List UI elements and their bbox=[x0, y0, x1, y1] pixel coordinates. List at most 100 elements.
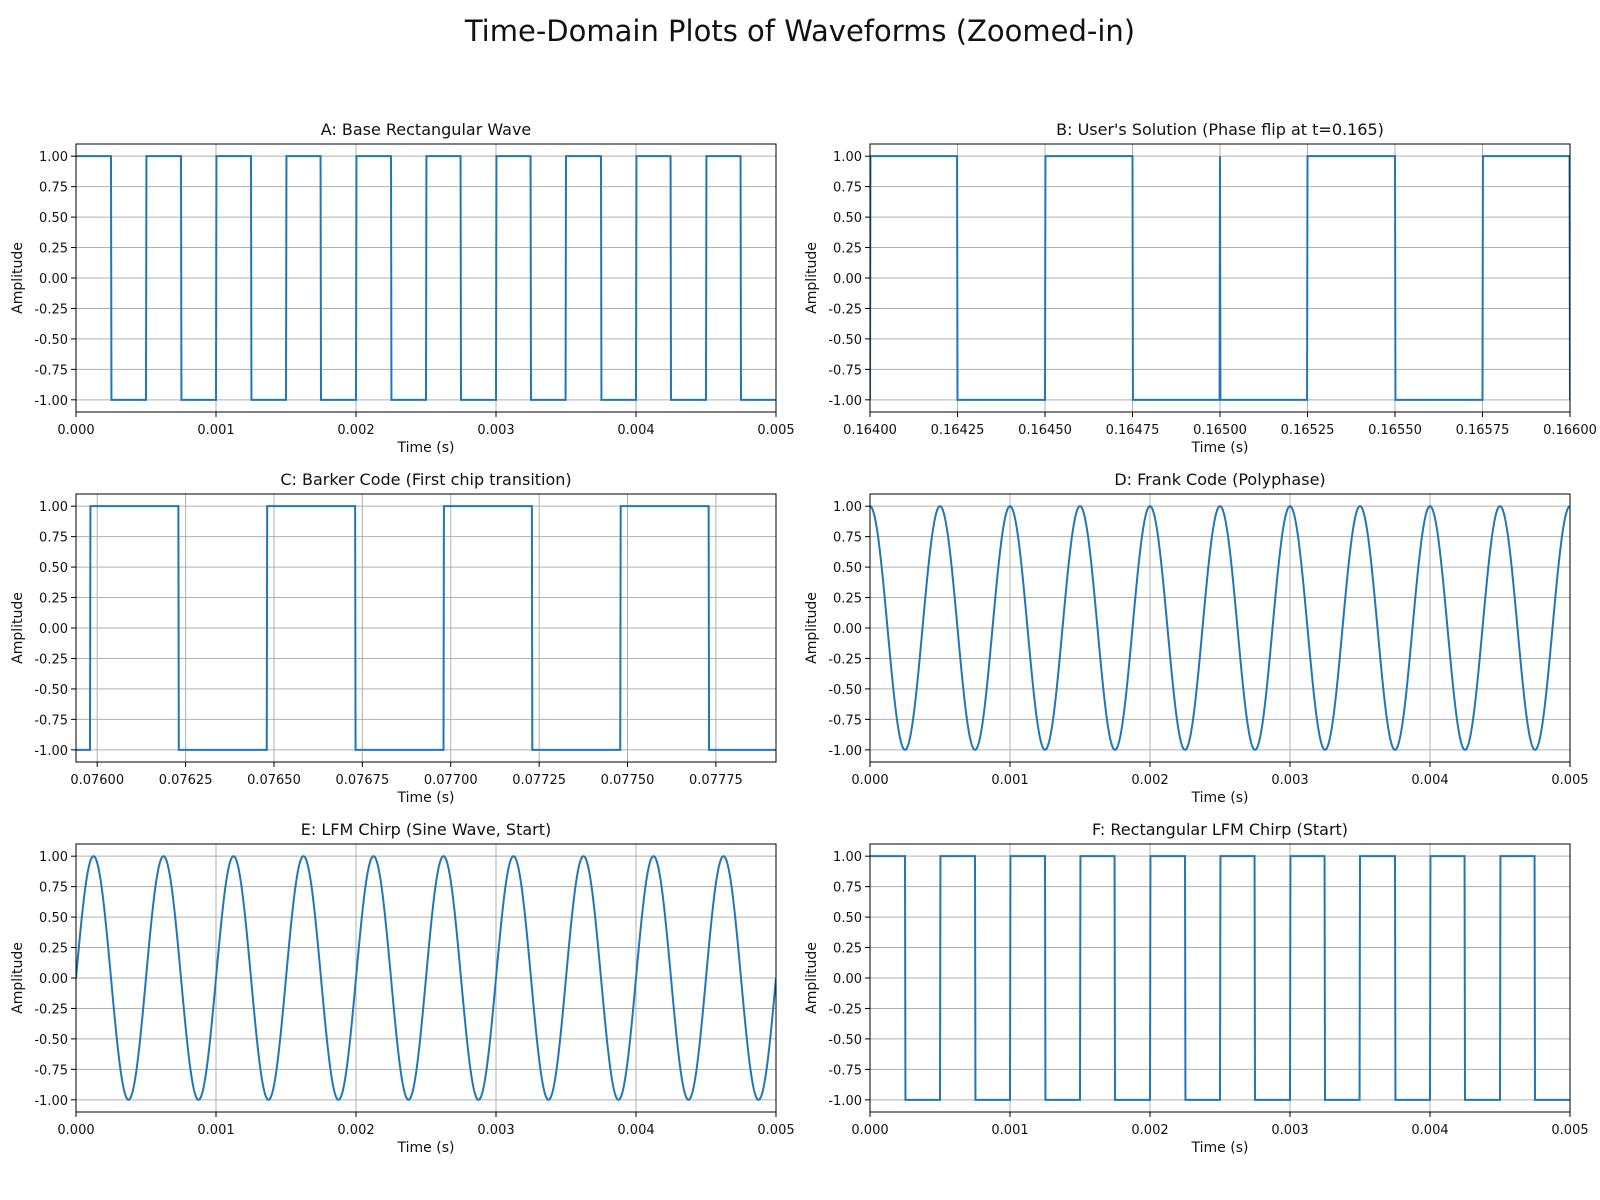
y-tick-label: -0.75 bbox=[34, 363, 68, 378]
x-tick-label: 0.16500 bbox=[1193, 423, 1247, 438]
x-tick-label: 0.001 bbox=[991, 1123, 1028, 1138]
series-line bbox=[870, 505, 1570, 751]
x-tick-label: 0.005 bbox=[1551, 773, 1588, 788]
x-tick-label: 0.07700 bbox=[424, 773, 478, 788]
y-tick-label: 0.25 bbox=[833, 592, 862, 607]
x-tick-label: 0.005 bbox=[757, 1123, 794, 1138]
y-tick-label: 1.00 bbox=[833, 500, 862, 515]
x-tick-label: 0.16550 bbox=[1368, 423, 1422, 438]
x-tick-label: 0.004 bbox=[1411, 1123, 1448, 1138]
y-tick-label: 0.75 bbox=[39, 881, 68, 896]
y-tick-label: 0.50 bbox=[833, 211, 862, 226]
x-axis-label: Time (s) bbox=[1191, 440, 1249, 456]
y-tick-label: -1.00 bbox=[34, 744, 68, 759]
x-tick-label: 0.002 bbox=[1131, 1123, 1168, 1138]
series-line bbox=[76, 505, 776, 751]
x-tick-label: 0.002 bbox=[337, 423, 374, 438]
x-tick-label: 0.16575 bbox=[1456, 423, 1510, 438]
x-tick-label: 0.07775 bbox=[689, 773, 743, 788]
y-tick-label: -0.50 bbox=[34, 333, 68, 348]
y-tick-label: 0.25 bbox=[39, 942, 68, 957]
y-axis-label: Amplitude bbox=[10, 942, 26, 1014]
x-axis-label: Time (s) bbox=[1191, 1140, 1249, 1156]
x-tick-label: 0.004 bbox=[617, 423, 654, 438]
x-tick-label: 0.005 bbox=[1551, 1123, 1588, 1138]
x-tick-label: 0.16425 bbox=[931, 423, 985, 438]
x-tick-label: 0.07675 bbox=[335, 773, 389, 788]
y-tick-label: 0.50 bbox=[833, 911, 862, 926]
x-tick-label: 0.16475 bbox=[1106, 423, 1160, 438]
y-axis-label: Amplitude bbox=[804, 242, 820, 314]
y-axis-label: Amplitude bbox=[804, 592, 820, 664]
subplot-c: 1.00 0.75 0.50 0.25 0.00 -0.25 -0.50 -0.75 -1.00… bbox=[10, 470, 777, 806]
x-tick-label: 0.003 bbox=[477, 423, 514, 438]
x-tick-label: 0.16400 bbox=[843, 423, 897, 438]
x-tick-label: 0.07725 bbox=[512, 773, 566, 788]
plot-frame bbox=[869, 143, 1571, 413]
x-tick-label: 0.16600 bbox=[1543, 423, 1597, 438]
y-tick-label: -0.75 bbox=[34, 1063, 68, 1078]
y-tick-label: 0.75 bbox=[39, 531, 68, 546]
x-tick-label: 0.07600 bbox=[70, 773, 124, 788]
y-tick-label: 0.00 bbox=[39, 622, 68, 637]
y-tick-label: 0.25 bbox=[833, 942, 862, 957]
y-tick-label: 0.00 bbox=[833, 622, 862, 637]
x-tick-label: 0.000 bbox=[57, 423, 94, 438]
y-tick-label: -0.25 bbox=[34, 302, 68, 317]
y-tick-label: 1.00 bbox=[833, 150, 862, 165]
y-tick-label: -0.50 bbox=[828, 1033, 862, 1048]
x-tick-label: 0.000 bbox=[851, 1123, 888, 1138]
y-tick-label: 0.75 bbox=[833, 531, 862, 546]
y-tick-label: -0.25 bbox=[34, 652, 68, 667]
y-tick-label: 1.00 bbox=[833, 850, 862, 865]
y-tick-label: 0.50 bbox=[833, 561, 862, 576]
figure-title: Time-Domain Plots of Waveforms (Zoomed-i… bbox=[464, 14, 1136, 48]
x-tick-label: 0.07650 bbox=[247, 773, 301, 788]
x-axis-label: Time (s) bbox=[397, 440, 455, 456]
series-line bbox=[870, 155, 1570, 401]
plot-frame bbox=[75, 143, 777, 413]
y-axis-label: Amplitude bbox=[10, 592, 26, 664]
x-tick-label: 0.07625 bbox=[159, 773, 213, 788]
x-tick-label: 0.004 bbox=[1411, 773, 1448, 788]
y-tick-label: -1.00 bbox=[34, 1094, 68, 1109]
y-tick-label: 1.00 bbox=[39, 850, 68, 865]
x-axis-label: Time (s) bbox=[1191, 790, 1249, 806]
subplot-a: 1.00 0.75 0.50 0.25 0.00 -0.25 -0.50 -0.75 -1.00… bbox=[10, 120, 795, 456]
y-tick-label: -1.00 bbox=[34, 394, 68, 409]
x-tick-label: 0.002 bbox=[337, 1123, 374, 1138]
y-tick-label: -0.75 bbox=[828, 363, 862, 378]
y-tick-label: -0.75 bbox=[34, 713, 68, 728]
y-tick-label: -1.00 bbox=[828, 744, 862, 759]
y-tick-label: 0.50 bbox=[39, 561, 68, 576]
subplot-title: D: Frank Code (Polyphase) bbox=[1114, 470, 1325, 489]
y-tick-label: 1.00 bbox=[39, 500, 68, 515]
y-tick-label: 0.25 bbox=[39, 592, 68, 607]
x-tick-label: 0.16525 bbox=[1281, 423, 1335, 438]
x-tick-label: 0.002 bbox=[1131, 773, 1168, 788]
plot-frame bbox=[869, 493, 1571, 763]
plot-frame bbox=[75, 843, 777, 1113]
x-tick-label: 0.001 bbox=[197, 423, 234, 438]
y-tick-label: -0.50 bbox=[828, 333, 862, 348]
y-tick-label: 0.50 bbox=[39, 211, 68, 226]
x-tick-label: 0.000 bbox=[851, 773, 888, 788]
x-tick-label: 0.001 bbox=[991, 773, 1028, 788]
y-tick-label: 0.00 bbox=[39, 272, 68, 287]
series-line bbox=[870, 855, 1570, 1101]
subplot-e: 1.00 0.75 0.50 0.25 0.00 -0.25 -0.50 -0.75 -1.00… bbox=[10, 820, 795, 1156]
x-tick-label: 0.16450 bbox=[1018, 423, 1072, 438]
plot-frame bbox=[75, 493, 777, 763]
subplot-title: C: Barker Code (First chip transition) bbox=[280, 470, 571, 489]
subplot-title: A: Base Rectangular Wave bbox=[321, 120, 532, 139]
x-tick-label: 0.001 bbox=[197, 1123, 234, 1138]
series-line bbox=[76, 155, 776, 401]
x-axis-label: Time (s) bbox=[397, 790, 455, 806]
y-tick-label: -1.00 bbox=[828, 394, 862, 409]
series-line bbox=[76, 855, 776, 1101]
y-tick-label: -0.50 bbox=[828, 683, 862, 698]
y-tick-label: 0.75 bbox=[833, 181, 862, 196]
x-tick-label: 0.003 bbox=[1271, 1123, 1308, 1138]
y-tick-label: -0.25 bbox=[34, 1002, 68, 1017]
